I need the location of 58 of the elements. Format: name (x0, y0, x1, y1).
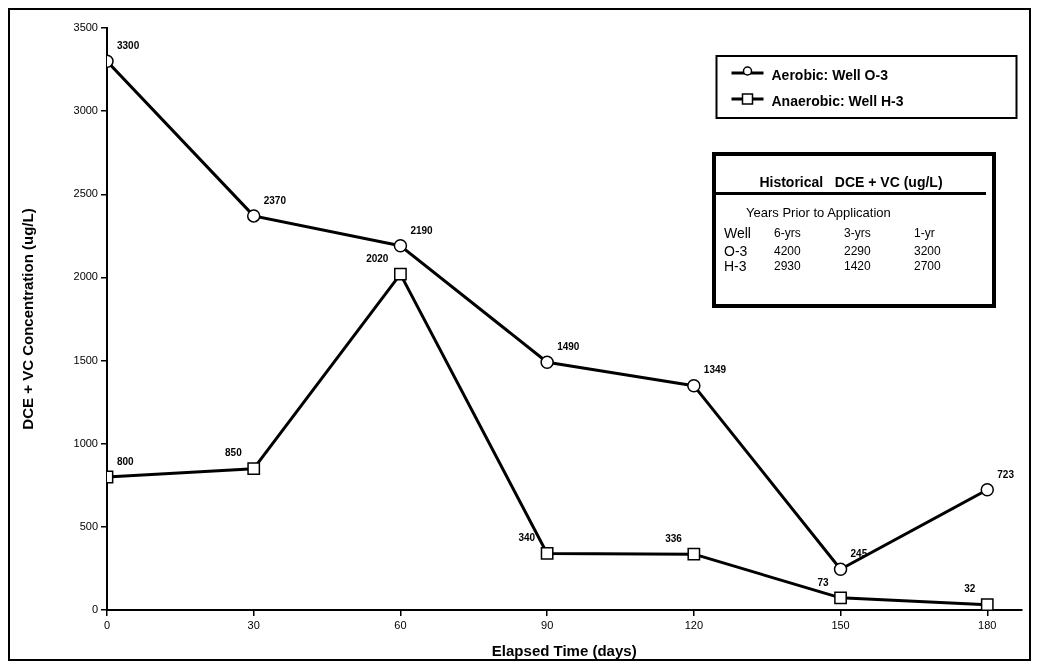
annotation: Years Prior to Application (746, 205, 892, 220)
y-tick-label: 3000 (73, 104, 98, 117)
point (246, 209, 261, 223)
data-label: 2020 (366, 252, 389, 264)
y-axis-title: DCE + VC Concentration (ug/L) (19, 208, 37, 430)
point (687, 378, 701, 393)
data-label: 2190 (410, 224, 434, 236)
point (687, 547, 701, 561)
data-label: 3300 (117, 40, 140, 52)
annotation: 1-yr (914, 225, 936, 242)
annotation: O-3 (724, 243, 749, 259)
y-tick-label: 1000 (73, 436, 98, 449)
legend-label: Aerobic: Well O-3 (771, 66, 889, 83)
data-label: 336 (665, 532, 683, 544)
data-label: 32 (964, 583, 976, 595)
data-label: 723 (997, 468, 1015, 480)
data-label: 340 (518, 532, 536, 544)
annotation: H-3 (724, 258, 748, 274)
annotation: 3-yrs (844, 225, 872, 242)
data-label: 1349 (703, 364, 727, 376)
y-tick-label: 2000 (73, 270, 98, 283)
x-tick-label: 150 (831, 618, 850, 631)
annotation: 4200 (774, 244, 802, 259)
y-tick-label: 500 (79, 519, 98, 532)
y-tick-label: 0 (91, 603, 98, 616)
point (394, 267, 407, 281)
y-tick-label: 1500 (73, 353, 98, 366)
point (980, 598, 994, 610)
legend-label: Anaerobic: Well H-3 (771, 92, 904, 109)
point (393, 239, 408, 253)
annotation: 2930 (774, 259, 802, 274)
annotation: 3200 (914, 244, 942, 259)
annotation: Historical DCE + VC (ug/L) (758, 174, 944, 192)
x-tick-label: 0 (103, 618, 111, 631)
annotation: Well (724, 224, 752, 243)
point (540, 547, 554, 560)
x-tick-label: 30 (247, 618, 260, 631)
annotation: 1420 (844, 259, 872, 274)
point (247, 462, 261, 476)
data-label: 2370 (263, 194, 287, 206)
annotation: 6-yrs (774, 225, 802, 242)
point (980, 483, 995, 497)
annotation: 2290 (844, 244, 872, 259)
point (540, 355, 554, 369)
annotation: 2700 (914, 259, 942, 274)
x-tick-label: 90 (541, 618, 554, 631)
x-tick-label: 180 (978, 618, 997, 631)
data-label: 800 (117, 455, 135, 467)
point (833, 562, 848, 577)
x-tick-label: 120 (684, 618, 704, 631)
x-axis-title: Elapsed Time (days) (491, 642, 637, 660)
data-label: 1490 (557, 340, 580, 352)
y-tick-label: 3500 (73, 21, 98, 34)
data-label: 73 (817, 576, 829, 588)
x-tick-label: 60 (394, 618, 407, 631)
data-label: 850 (225, 447, 243, 459)
point (834, 591, 847, 605)
y-tick-label: 2500 (73, 187, 98, 200)
